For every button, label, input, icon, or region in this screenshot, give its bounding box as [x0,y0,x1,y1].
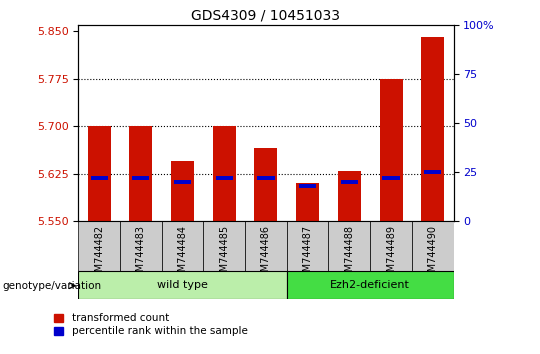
Bar [421,38,444,221]
Bar [287,271,454,299]
Bar [424,170,441,175]
Bar [161,221,204,271]
Bar [171,161,194,221]
Bar [338,171,361,221]
Bar [370,221,412,271]
Text: GSM744486: GSM744486 [261,225,271,284]
Text: wild type: wild type [157,280,208,290]
Text: GSM744484: GSM744484 [178,225,187,284]
Bar [380,79,402,221]
Bar [245,221,287,271]
Text: Ezh2-deficient: Ezh2-deficient [330,280,410,290]
Bar [412,221,454,271]
Bar [78,221,120,271]
Text: GSM744485: GSM744485 [219,225,230,284]
Bar [296,183,319,221]
Bar [341,180,358,184]
Bar [299,184,316,188]
Text: GSM744483: GSM744483 [136,225,146,284]
Bar [254,148,278,221]
Bar [87,126,111,221]
Text: GSM744488: GSM744488 [345,225,354,284]
Text: GSM744489: GSM744489 [386,225,396,284]
Bar [215,176,233,180]
Text: genotype/variation: genotype/variation [3,281,102,291]
Bar [78,271,287,299]
Bar [132,176,150,180]
Text: GSM744490: GSM744490 [428,225,438,284]
Bar [120,221,161,271]
Bar [382,176,400,180]
Legend: transformed count, percentile rank within the sample: transformed count, percentile rank withi… [54,313,247,336]
Bar [258,176,274,180]
Text: GSM744482: GSM744482 [94,225,104,284]
Bar [91,176,108,180]
Bar [130,126,152,221]
Bar [328,221,370,271]
Bar [287,221,328,271]
Title: GDS4309 / 10451033: GDS4309 / 10451033 [192,8,340,22]
Text: GSM744487: GSM744487 [302,225,313,284]
Bar [174,180,191,184]
Bar [204,221,245,271]
Bar [213,126,236,221]
